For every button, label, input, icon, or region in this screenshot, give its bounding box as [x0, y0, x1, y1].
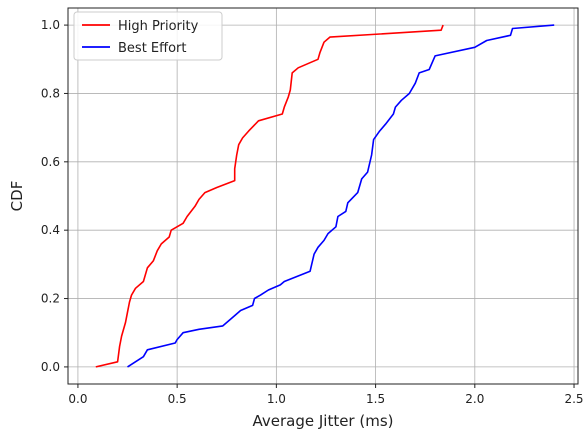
series-line-best-effort [127, 24, 555, 368]
x-tick-label: 1.0 [267, 392, 286, 406]
y-axis-label: CDF [8, 181, 26, 212]
legend: High Priority Best Effort [73, 11, 223, 61]
y-tick-label: 0.0 [41, 360, 60, 374]
y-axis: 0.0 0.2 0.4 0.6 0.8 1.0 [41, 18, 68, 374]
plot-frame [67, 7, 579, 385]
y-tick-label: 0.2 [41, 292, 60, 306]
y-tick-label: 0.4 [41, 223, 60, 237]
x-tick-label: 2.5 [564, 392, 583, 406]
legend-box [73, 11, 223, 61]
y-tick-label: 0.8 [41, 86, 60, 100]
x-axis: 0.0 0.5 1.0 1.5 2.0 2.5 [68, 384, 584, 406]
x-axis-label: Average Jitter (ms) [252, 412, 393, 430]
x-tick-label: 0.0 [68, 392, 87, 406]
x-tick-label: 1.5 [366, 392, 385, 406]
legend-label-best-effort: Best Effort [118, 41, 187, 56]
y-tick-label: 0.6 [41, 155, 60, 169]
legend-label-high-priority: High Priority [118, 19, 199, 34]
x-tick-label: 2.0 [465, 392, 484, 406]
series-line-high-priority [95, 24, 444, 368]
grid-lines [68, 8, 578, 384]
y-tick-label: 1.0 [41, 18, 60, 32]
x-tick-label: 0.5 [168, 392, 187, 406]
series-lines [95, 24, 555, 368]
